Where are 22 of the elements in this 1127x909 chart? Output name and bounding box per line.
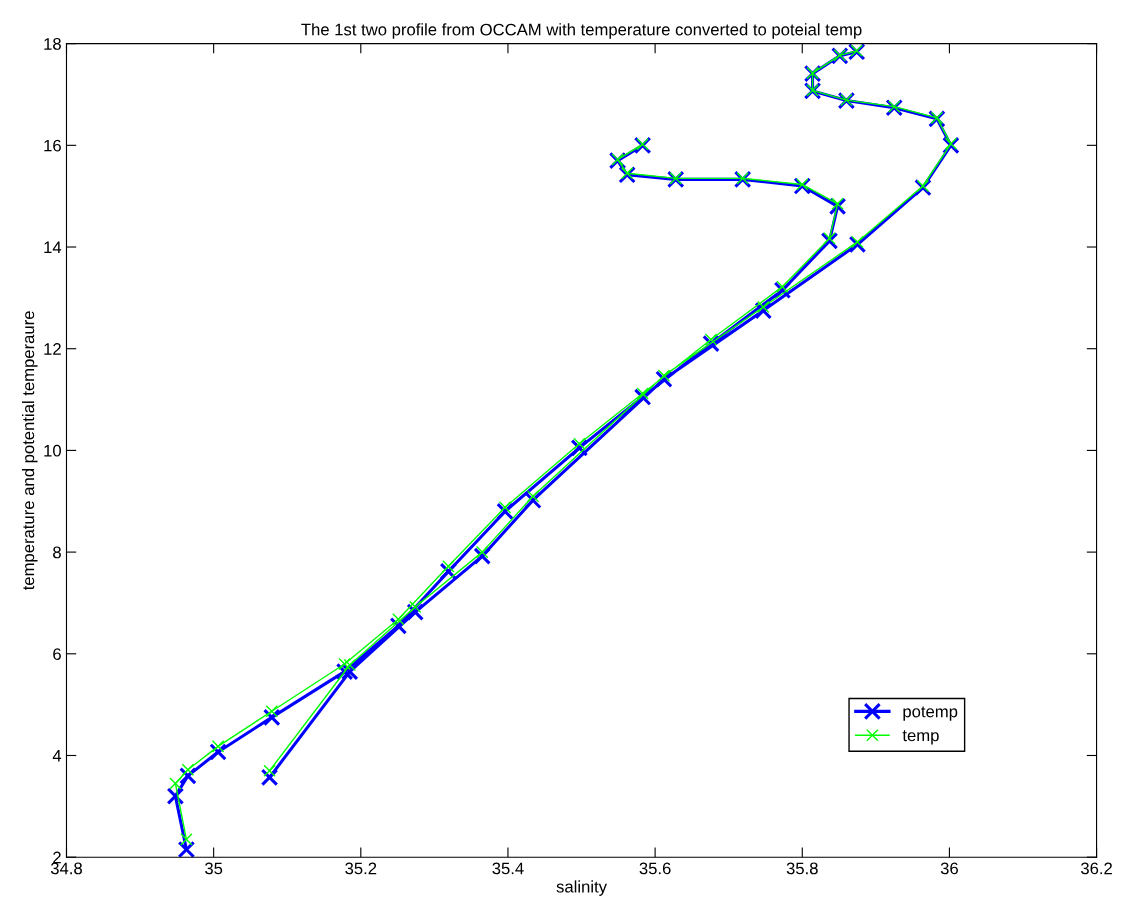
x-tick-label: 36	[940, 862, 958, 875]
x-tick-label: 35.4	[492, 862, 524, 875]
x-tick-label: 35.2	[345, 862, 377, 875]
legend-label: potemp	[903, 706, 958, 721]
y-tick-label: 4	[52, 750, 62, 762]
y-tick-label: 2	[53, 851, 61, 864]
legend-label: temp	[902, 730, 939, 745]
chart-title: The 1st two profile from OCCAM with temperature converted to poteial temp	[301, 23, 862, 39]
x-tick-label: 35.6	[639, 862, 671, 875]
x-tick-label: 34.8	[50, 862, 82, 875]
y-tick-label: 6	[53, 648, 61, 660]
y-tick-label: 10	[44, 444, 61, 457]
y-tick-label: 18	[44, 38, 61, 50]
y-tick-label: 14	[44, 241, 62, 254]
x-tick-label: 35.8	[786, 862, 818, 875]
x-tick-label: 36.2	[1080, 862, 1112, 875]
y-axis-title: temperature and potential temperaure	[22, 311, 38, 591]
y-tick-label: 16	[44, 139, 61, 152]
x-axis-title: salinity	[556, 880, 607, 896]
y-tick-label: 12	[44, 343, 61, 355]
x-tick-label: 35	[205, 862, 223, 875]
y-tick-label: 8	[53, 546, 61, 559]
